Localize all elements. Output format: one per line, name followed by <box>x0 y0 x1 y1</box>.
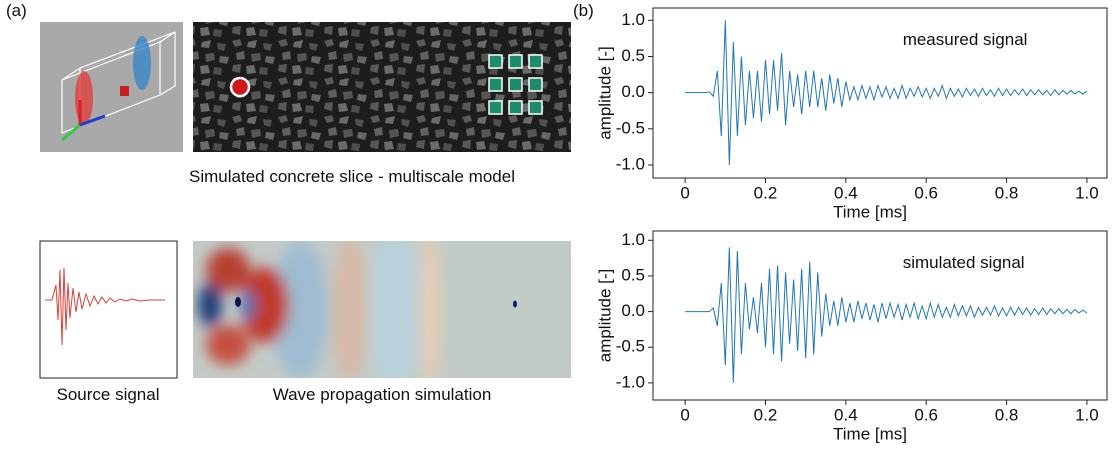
x-tick-label: 0.6 <box>914 405 938 424</box>
source-signal-plot <box>39 240 178 379</box>
y-axis-label: amplitude [-] <box>595 269 614 363</box>
x-tick-label: 1.0 <box>1075 405 1099 424</box>
y-tick-label: -0.5 <box>616 337 645 356</box>
plot-frame <box>652 230 1108 401</box>
x-tick-label: 0.2 <box>754 405 778 424</box>
y-tick-label: 0.0 <box>621 82 645 101</box>
plot-frame <box>652 7 1108 179</box>
x-tick-label: 1.0 <box>1075 183 1099 202</box>
x-tick-label: 0 <box>680 405 689 424</box>
y-tick-label: -1.0 <box>616 154 645 173</box>
x-tick-label: 0.2 <box>754 183 778 202</box>
y-tick-label: 0.5 <box>621 265 645 284</box>
annotation: simulated signal <box>903 253 1025 272</box>
signal-line <box>685 20 1088 165</box>
x-tick-label: 0.4 <box>834 183 858 202</box>
y-tick-label: -1.0 <box>616 372 645 391</box>
annotation: measured signal <box>903 30 1028 49</box>
panel-label: (b) <box>573 1 594 20</box>
x-tick-label: 0 <box>680 183 689 202</box>
y-tick-label: 1.0 <box>621 10 645 29</box>
x-axis-label: Time [ms] <box>833 424 907 443</box>
y-tick-label: 1.0 <box>621 230 645 249</box>
x-tick-label: 0.6 <box>914 183 938 202</box>
y-axis-label: amplitude [-] <box>595 46 614 140</box>
signal-line <box>685 247 1088 383</box>
y-tick-label: 0.5 <box>621 46 645 65</box>
x-tick-label: 0.8 <box>995 183 1019 202</box>
panel-label: (a) <box>6 1 27 20</box>
x-axis-label: Time [ms] <box>833 202 907 221</box>
concrete-slice <box>193 22 571 152</box>
wave-propagation-image <box>193 241 571 378</box>
model-3d-view <box>40 22 183 152</box>
caption: Wave propagation simulation <box>273 385 492 404</box>
caption: Source signal <box>56 385 159 404</box>
x-tick-label: 0.4 <box>834 405 858 424</box>
caption: Simulated concrete slice - multiscale mo… <box>189 167 515 186</box>
x-tick-label: 0.8 <box>995 405 1019 424</box>
y-tick-label: 0.0 <box>621 301 645 320</box>
y-tick-label: -0.5 <box>616 118 645 137</box>
